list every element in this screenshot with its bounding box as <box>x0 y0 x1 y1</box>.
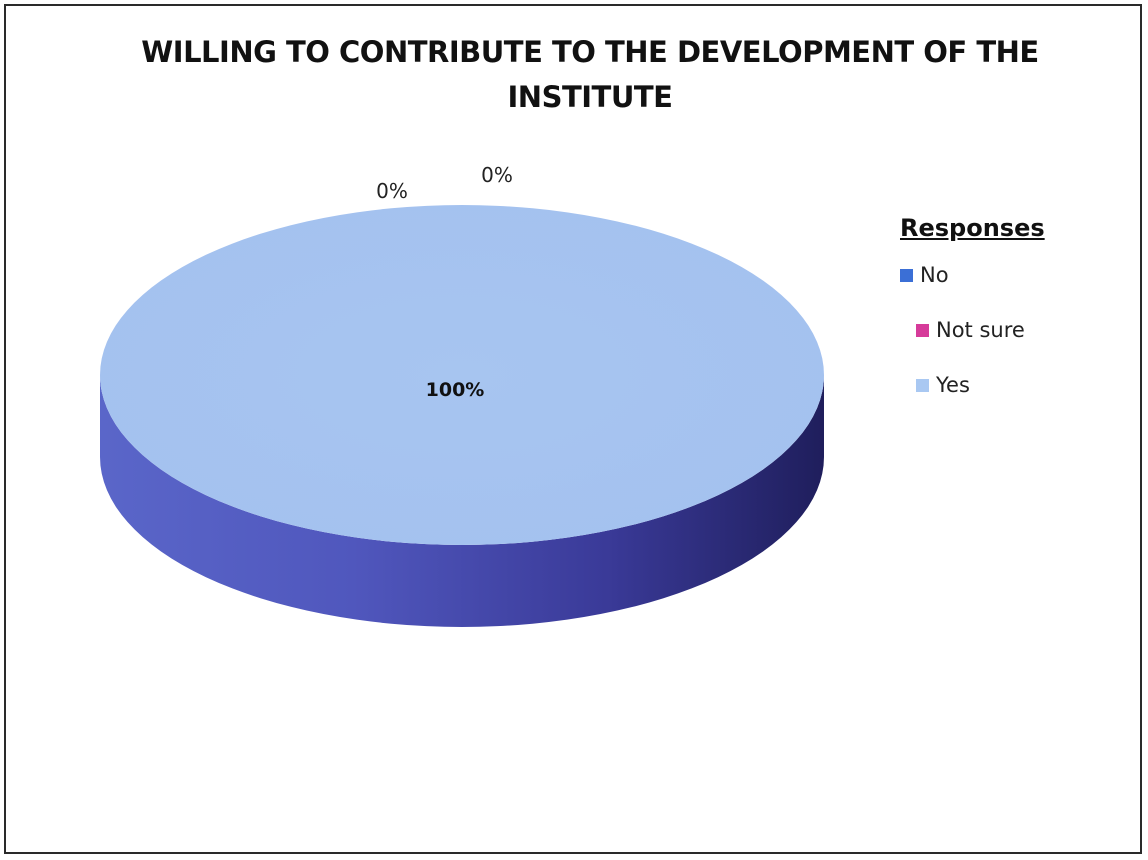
legend-label-not-sure: Not sure <box>936 318 1025 342</box>
pie-slice-side-yes <box>100 375 824 627</box>
pie-slice-yes <box>100 205 824 545</box>
legend-swatch-no <box>900 268 913 282</box>
legend-title: Responses <box>900 214 1045 242</box>
slice-label-yes: 100% <box>426 379 485 401</box>
legend-swatch-not-sure <box>916 323 929 337</box>
legend-label-no: No <box>920 263 949 287</box>
slice-label-not-sure: 0% <box>481 163 513 187</box>
legend-swatch-yes <box>916 378 929 392</box>
legend-item-yes: Yes <box>916 370 1100 400</box>
legend-label-yes: Yes <box>936 373 970 397</box>
legend-item-no: No <box>900 260 1100 290</box>
chart-title: WILLING TO CONTRIBUTE TO THE DEVELOPMENT… <box>141 35 1039 114</box>
legend: Responses No Not sure Yes <box>900 214 1100 425</box>
slice-label-no: 0% <box>376 179 408 203</box>
legend-item-not-sure: Not sure <box>916 315 1100 345</box>
